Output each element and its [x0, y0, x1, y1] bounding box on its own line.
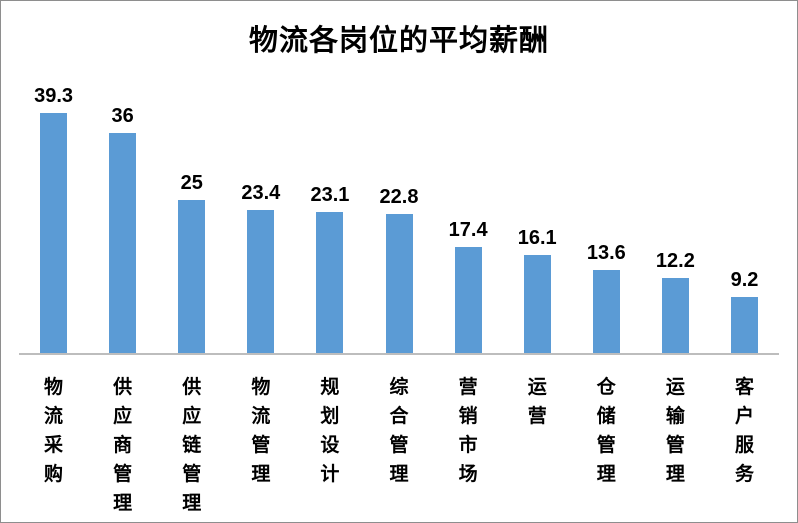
bar-value-label: 23.4	[241, 182, 281, 204]
category-axis: 物流采购 供应商管理 供应链管理 物流管理 规划设计 综合管理 营销市场 运营 仓储管理 运输管理…	[19, 373, 779, 518]
category-label: 营销市场	[458, 377, 478, 485]
category-column: 运输管理	[641, 373, 710, 489]
bar	[247, 210, 275, 353]
bar-value-label: 16.1	[517, 227, 557, 249]
category-column: 客户服务	[710, 373, 779, 489]
category-label: 物流采购	[44, 377, 64, 485]
bar	[109, 133, 137, 353]
bar-value-label: 17.4	[448, 219, 488, 241]
bar	[730, 297, 758, 353]
x-axis-line	[19, 353, 779, 355]
category-label: 供应商管理	[113, 377, 133, 514]
category-column: 供应链管理	[157, 373, 226, 518]
category-label: 客户服务	[734, 377, 754, 485]
bar-value-label: 22.8	[379, 186, 419, 208]
bar-column: 9.2	[710, 61, 779, 353]
bar-value-label: 23.1	[310, 184, 350, 206]
category-label: 物流管理	[251, 377, 271, 485]
bar	[316, 212, 344, 353]
category-label: 供应链管理	[182, 377, 202, 514]
category-column: 综合管理	[364, 373, 433, 489]
category-label: 仓储管理	[596, 377, 616, 485]
bar-value-label: 13.6	[586, 242, 626, 264]
category-column: 营销市场	[434, 373, 503, 489]
bar-column: 12.2	[641, 61, 710, 353]
category-label: 规划设计	[320, 377, 340, 485]
bar	[454, 247, 482, 353]
plot-area: 39.3 36 25 23.4 23.1 22.8 17.4 16.1 13.6 12.2 9.2	[19, 61, 779, 353]
bar-value-label: 36	[111, 105, 134, 127]
category-label: 运营	[527, 377, 547, 427]
bar-value-label: 39.3	[34, 85, 74, 107]
bar-column: 16.1	[503, 61, 572, 353]
category-column: 运营	[503, 373, 572, 431]
category-column: 物流采购	[19, 373, 88, 489]
category-column: 供应商管理	[88, 373, 157, 518]
bar-column: 39.3	[19, 61, 88, 353]
bar	[385, 214, 413, 353]
category-column: 仓储管理	[572, 373, 641, 489]
bar-column: 23.4	[226, 61, 295, 353]
bar-column: 23.1	[295, 61, 364, 353]
category-column: 物流管理	[226, 373, 295, 489]
chart-title: 物流各岗位的平均薪酬	[248, 25, 549, 57]
bar	[40, 113, 68, 353]
bar-column: 36	[88, 61, 157, 353]
bar	[178, 200, 206, 353]
bar-column: 17.4	[434, 61, 503, 353]
bar	[523, 255, 551, 353]
bar-value-label: 25	[180, 172, 203, 194]
bar	[592, 270, 620, 353]
bar	[661, 278, 689, 353]
category-label: 综合管理	[389, 377, 409, 485]
category-label: 运输管理	[665, 377, 685, 485]
bar-column: 25	[157, 61, 226, 353]
category-column: 规划设计	[295, 373, 364, 489]
bar-value-label: 12.2	[655, 250, 695, 272]
bar-value-label: 9.2	[730, 269, 759, 291]
bar-column: 13.6	[572, 61, 641, 353]
bar-column: 22.8	[364, 61, 433, 353]
